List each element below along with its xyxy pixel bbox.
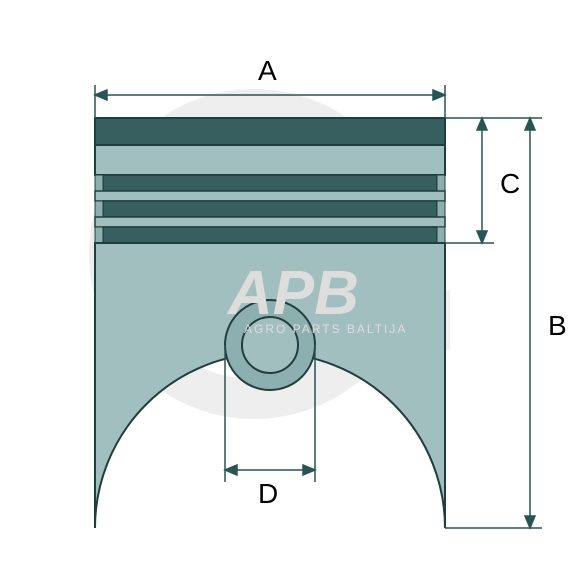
piston-crown-lower (95, 145, 445, 175)
watermark-brand: APB (228, 258, 359, 329)
dim-label-c: C (500, 168, 520, 200)
watermark-tagline: AGRO PARTS BALTIJA (244, 322, 407, 336)
piston-crown-top (95, 118, 445, 145)
diagram-canvas: A B C D APB AGRO PARTS BALTIJA (0, 0, 588, 588)
dim-label-d: D (258, 478, 278, 510)
dimension-c (445, 118, 494, 243)
dim-label-b: B (548, 310, 567, 342)
dim-label-a: A (258, 55, 277, 87)
dimension-a (95, 85, 445, 118)
dimension-b (445, 118, 542, 528)
